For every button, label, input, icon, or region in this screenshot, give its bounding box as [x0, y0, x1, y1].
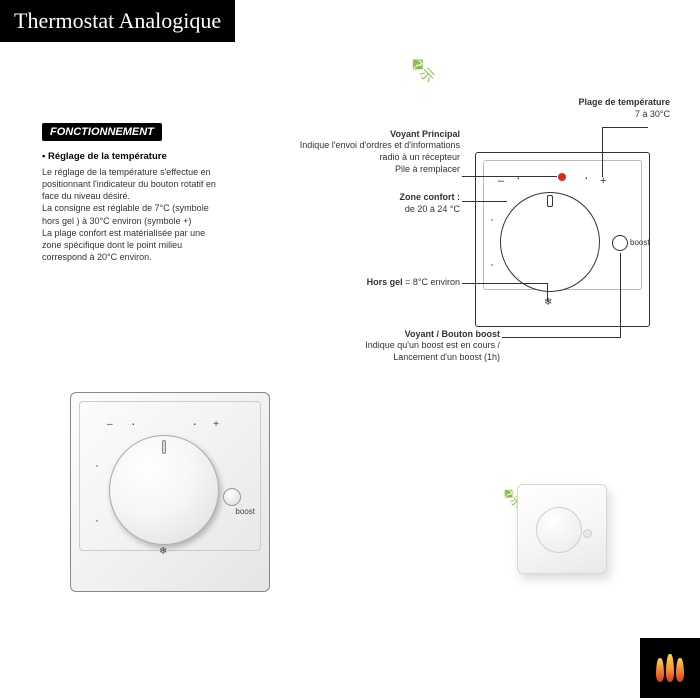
render-dial-pointer [162, 440, 166, 454]
boost-label: boost [630, 238, 650, 247]
temperature-dial[interactable] [500, 192, 600, 292]
render-dot-4: · [95, 513, 99, 527]
leader-frost-v [547, 283, 548, 301]
leader-frost-h [462, 283, 547, 284]
render-dot-2: · [192, 415, 197, 431]
label-main-led: Voyant PrincipalIndique l'envoi d'ordres… [290, 117, 460, 175]
render-boost-label: boost [235, 507, 255, 516]
dot-mark-1: · [516, 169, 521, 185]
main-led-icon [558, 173, 566, 181]
snowflake-mark: ❄ [544, 297, 552, 308]
leader-boost-h [502, 337, 620, 338]
content-area: �示 FONCTIONNEMENT • Réglage de la tempér… [0, 42, 700, 698]
leader-boost-v [620, 253, 621, 338]
dot-mark-4: · [490, 257, 494, 271]
flame-icon-2 [666, 654, 674, 682]
label-boost: Voyant / Bouton boostIndique qu'un boost… [330, 317, 500, 364]
leader-main-led [462, 176, 557, 177]
dial-pointer [547, 195, 553, 207]
section-header: FONCTIONNEMENT [42, 123, 162, 141]
labeled-diagram: boost – + · · · · ❄ Plage de température… [300, 97, 680, 407]
label-comfort-zone: Zone confort :de 20 à 24 °C [330, 192, 460, 215]
photo-body [517, 484, 607, 574]
operation-section: FONCTIONNEMENT • Réglage de la températu… [42, 122, 222, 263]
photo-dial [536, 507, 582, 553]
leader-temp-range-v [602, 127, 603, 177]
render-dot-1: · [131, 415, 136, 431]
render-dot-3: · [95, 458, 99, 472]
leader-temp-range-h [602, 127, 648, 128]
plus-mark: + [600, 175, 606, 187]
render-plus: + [213, 419, 219, 430]
wireless-icon: �示 [405, 53, 439, 87]
flame-badge [640, 638, 700, 698]
leader-comfort [462, 201, 507, 202]
render-minus: – [107, 419, 113, 430]
flame-icon-3 [676, 658, 684, 682]
render-dial[interactable] [109, 435, 219, 545]
label-frost: Hors gel = 8°C environ [300, 277, 460, 289]
thermostat-body: – + · · · · boost ❄ [70, 392, 270, 592]
thermostat-render: – + · · · · boost ❄ [60, 382, 280, 602]
photo-boost [583, 529, 592, 538]
page-title: Thermostat Analogique [0, 0, 235, 42]
boost-button[interactable] [612, 235, 628, 251]
dot-mark-3: · [490, 212, 494, 226]
flame-icon-1 [656, 658, 664, 682]
render-boost-button[interactable] [223, 488, 241, 506]
thermostat-photo: �示 [505, 472, 615, 582]
label-temp-range: Plage de température 7 à 30°C [520, 97, 670, 120]
render-snowflake: ❄ [159, 546, 167, 557]
temp-setting-heading: • Réglage de la température [42, 151, 222, 162]
temp-setting-paragraph: Le réglage de la température s'effectue … [42, 166, 222, 263]
dot-mark-2: · [584, 169, 589, 185]
